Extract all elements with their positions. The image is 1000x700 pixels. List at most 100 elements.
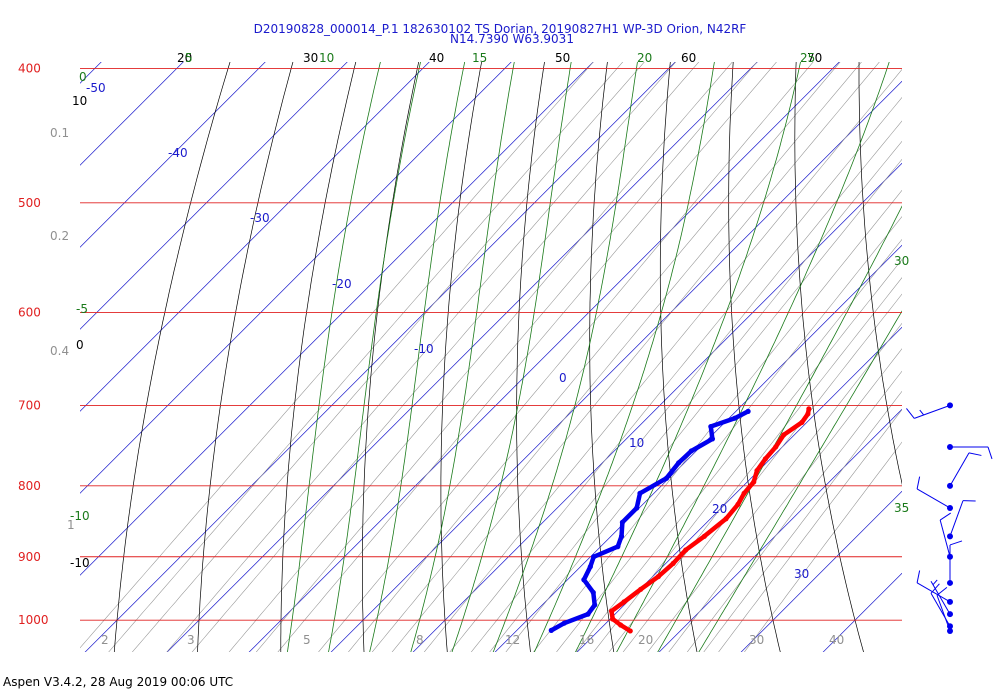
isotherm-label: 30 — [794, 567, 809, 581]
top-temperature-label: 40 — [429, 51, 444, 65]
temperature-point — [655, 573, 662, 580]
wind-barb-flag — [987, 446, 993, 460]
mixing-ratio-label: 3 — [187, 633, 195, 647]
isotherm-line — [80, 62, 430, 412]
moist-adiabat-line — [286, 62, 381, 652]
dewpoint-point — [732, 415, 738, 421]
isotherm-label: -40 — [168, 146, 188, 160]
isotherm-line — [166, 62, 758, 652]
pressure-label: 400 — [18, 61, 41, 75]
top-temperature-label: 30 — [303, 51, 318, 65]
mixing-ratio-line — [255, 62, 758, 652]
mixing-ratio-line — [423, 69, 902, 652]
mixing-ratio-label: 12 — [505, 633, 520, 647]
temperature-point — [735, 501, 741, 507]
dry-adiabat-line — [794, 62, 864, 652]
dewpoint-point — [745, 408, 751, 414]
dewpoint-trace — [550, 409, 750, 633]
temperature-point — [670, 560, 676, 567]
isotherm-line — [80, 62, 184, 166]
mixing-ratio-line — [108, 62, 624, 652]
wind-barb-flag — [906, 408, 915, 419]
isotherm-line — [80, 62, 594, 576]
mixing-ratio-label: 16 — [579, 633, 594, 647]
mixing-ratio-line — [489, 140, 902, 652]
left-mixing-label: 0.4 — [50, 344, 69, 358]
mixing-ratio-line — [703, 390, 902, 652]
moist-adiabat-line — [328, 62, 421, 652]
wind-barb-flag — [968, 452, 982, 456]
isotherm-line — [84, 62, 676, 652]
dry-adiabat-line — [728, 62, 781, 652]
moist-adiabat-line — [410, 62, 515, 652]
temperature-point — [741, 490, 747, 496]
mixing-ratio-line — [533, 189, 902, 652]
pressure-label: 700 — [18, 398, 41, 412]
dewpoint-point — [548, 627, 554, 633]
left-mixing-label: 0.1 — [50, 126, 69, 140]
right-moist-label: 30 — [894, 254, 909, 268]
moist-adiabat-line — [616, 62, 890, 652]
mixing-ratio-label: 40 — [829, 633, 844, 647]
wind-barb-staff — [939, 519, 951, 557]
temperature-point — [799, 419, 805, 425]
dry-adiabat-line — [589, 62, 615, 652]
wind-barb-flag — [949, 540, 963, 546]
temperature-point — [751, 479, 757, 485]
top-moist-label: 20 — [637, 51, 652, 65]
temperature-point — [762, 456, 768, 462]
mixing-ratio-line — [391, 62, 880, 652]
dewpoint-point — [618, 533, 625, 539]
wind-barb-flag — [939, 512, 951, 521]
left-dry-label: 0 — [76, 338, 84, 352]
moist-adiabat-line — [533, 62, 715, 652]
mixing-ratio-line — [166, 62, 677, 652]
mixing-ratio-line — [744, 441, 902, 652]
isotherm-line — [658, 408, 902, 652]
mixing-ratio-line — [686, 370, 902, 652]
moist-adiabat-line — [575, 62, 801, 652]
left-moist-label: -10 — [70, 509, 90, 523]
dewpoint-point — [619, 519, 626, 525]
wind-barb-half — [932, 579, 938, 586]
dry-adiabat-line — [984, 38, 1000, 656]
right-moist-label: 35 — [894, 501, 909, 515]
wind-barb-staff — [949, 452, 970, 487]
top-moist-label: 10 — [319, 51, 334, 65]
temperature-point — [621, 599, 627, 605]
dewpoint-point — [663, 475, 670, 481]
temperature-point — [627, 628, 633, 634]
mixing-ratio-line — [449, 97, 902, 652]
wind-barb-staff — [936, 595, 951, 632]
dewpoint-point — [709, 436, 716, 442]
pressure-label: 800 — [18, 479, 41, 493]
top-temperature-label: 60 — [681, 51, 696, 65]
dewpoint-point — [561, 620, 567, 626]
isotherm-line — [740, 490, 902, 652]
temperature-point — [754, 467, 760, 474]
isotherm-label: -30 — [250, 211, 270, 225]
footer-version: Aspen V3.4.2, 28 Aug 2019 00:06 UTC — [3, 675, 234, 689]
temperature-point — [805, 411, 811, 417]
mixing-ratio-line — [191, 62, 700, 652]
temperature-point — [683, 547, 689, 553]
left-mixing-label: 1 — [67, 518, 75, 532]
isotherm-line — [248, 62, 840, 652]
mixing-ratio-line — [608, 277, 902, 652]
dry-adiabat-line — [922, 38, 1000, 656]
mixing-ratio-line — [622, 293, 902, 652]
dewpoint-point — [676, 460, 682, 466]
wind-barb-staff — [916, 488, 951, 509]
isotherm-label: 10 — [629, 436, 644, 450]
mixing-ratio-line — [593, 259, 902, 652]
dry-adiabat-line — [362, 62, 420, 652]
isotherm-line — [80, 62, 348, 330]
temperature-point — [701, 533, 707, 539]
dewpoint-point — [585, 611, 591, 617]
isotherm-line — [576, 326, 902, 652]
temperature-point — [773, 444, 779, 450]
top-temperature-label: 70 — [807, 51, 822, 65]
wind-barb-flag — [936, 586, 948, 596]
left-dry-label: 10 — [72, 94, 87, 108]
top-moist-label: 15 — [472, 51, 487, 65]
